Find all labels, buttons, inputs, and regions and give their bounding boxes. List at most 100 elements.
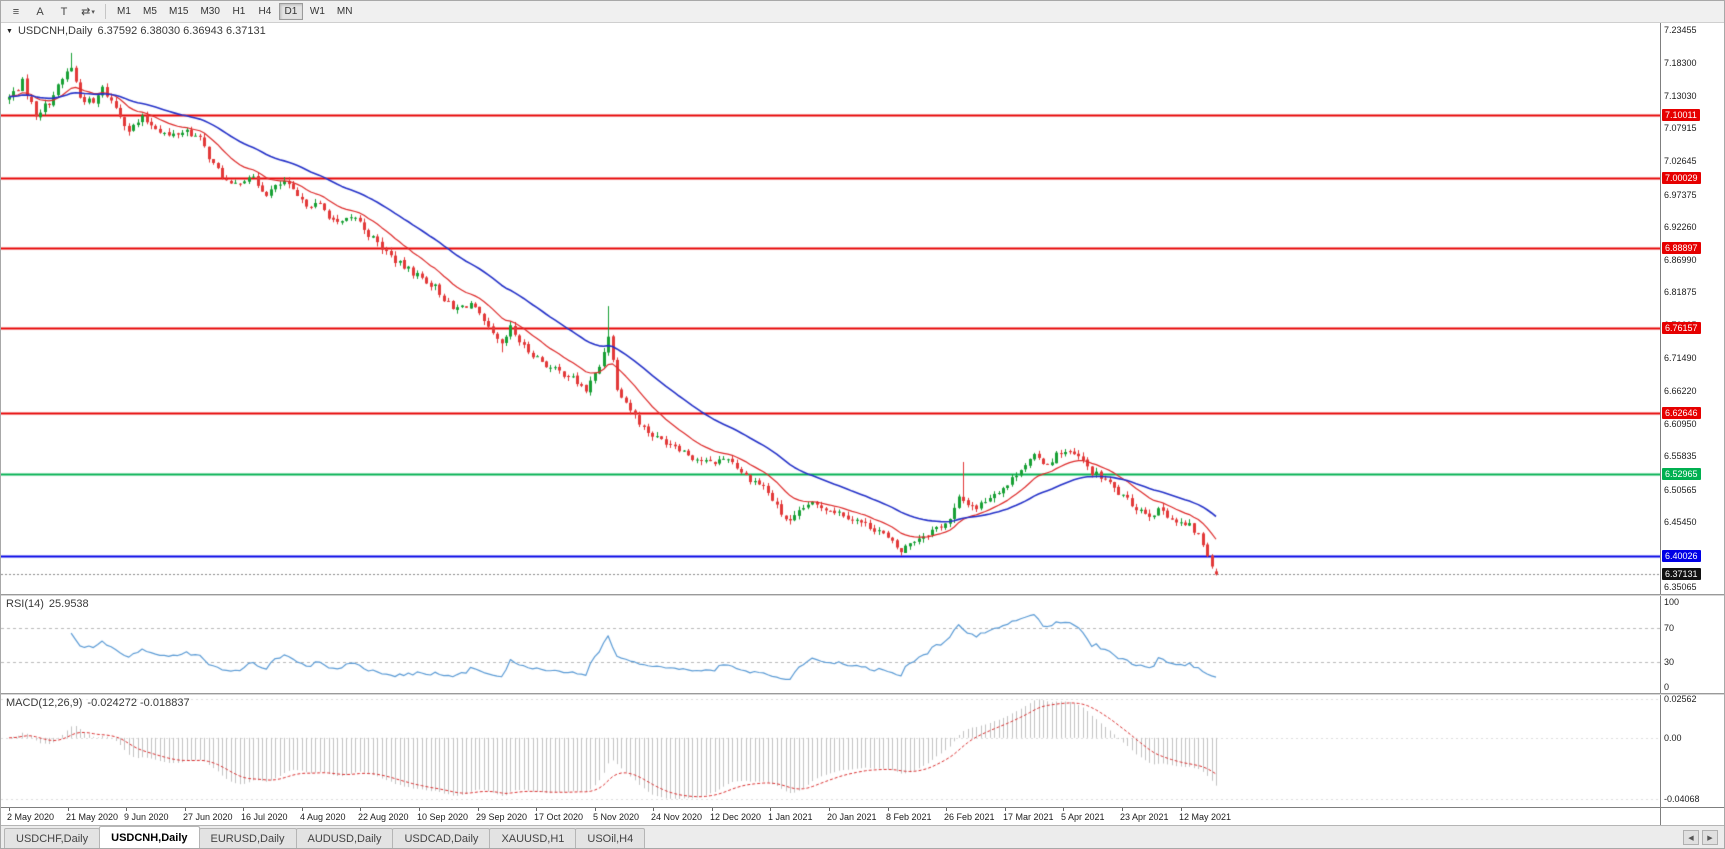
chart-window: ▼ USDCNH,Daily 6.37592 6.38030 6.36943 6… (1, 23, 1724, 825)
time-label: 21 May 2020 (66, 812, 119, 822)
tabs-scroll-right-button[interactable]: ▶ (1702, 830, 1718, 845)
collapse-icon[interactable]: ▼ (6, 27, 13, 35)
time-label: 16 Jul 2020 (241, 812, 288, 822)
time-label: 24 Nov 2020 (651, 812, 703, 822)
price-tick: 7.02645 (1664, 156, 1697, 167)
tab-nav: ◀ ▶ (1677, 830, 1724, 848)
time-tick-mark (1063, 808, 1064, 811)
timeframe-m30-button[interactable]: M30 (200, 6, 220, 17)
letter-t-icon[interactable]: T (60, 5, 68, 18)
time-tick-mark (946, 808, 947, 811)
rsi-canvas[interactable] (1, 596, 1660, 693)
caret-down-icon: ▾ (91, 8, 95, 16)
time-tick-mark (68, 808, 69, 811)
tab-usdcnh-daily[interactable]: USDCNH,Daily (99, 826, 200, 848)
time-tick-mark (9, 808, 10, 811)
line-price-label: 7.00029 (1662, 171, 1701, 184)
price-tick: 0.02562 (1664, 694, 1697, 705)
timeframe-w1-button[interactable]: W1 (309, 6, 325, 17)
time-tick-mark (478, 808, 479, 811)
time-label: 17 Mar 2021 (1003, 812, 1054, 822)
rsi-label: RSI(14) 25.9538 (6, 598, 89, 610)
time-tick-mark (185, 808, 186, 811)
price-tick: 7.07915 (1664, 123, 1697, 134)
price-tick: 70 (1664, 622, 1675, 633)
timeframe-h1-button[interactable]: H1 (232, 6, 246, 17)
pane-splitter-2[interactable] (1, 693, 1724, 695)
tab-usoil-h4[interactable]: USOil,H4 (575, 828, 646, 848)
price-tick: 100 (1664, 597, 1680, 607)
letter-a-icon[interactable]: A (36, 5, 44, 18)
price-tick: 0.00 (1664, 732, 1682, 743)
timeframe-mn-button[interactable]: MN (336, 6, 353, 17)
time-label: 8 Feb 2021 (886, 812, 932, 822)
price-tick: 6.97375 (1664, 189, 1697, 200)
macd-axis[interactable]: 0.02562 0.00 -0.04068 (1660, 694, 1724, 807)
tab-eurusd-daily[interactable]: EURUSD,Daily (198, 828, 297, 848)
timeframe-m15-button[interactable]: M15 (169, 6, 189, 17)
time-label: 20 Jan 2021 (827, 812, 877, 822)
time-tick-mark (536, 808, 537, 811)
rsi-value: 25.9538 (48, 598, 89, 610)
time-label: 1 Jan 2021 (768, 812, 813, 822)
macd-canvas[interactable] (1, 695, 1660, 807)
timeframe-d1-button[interactable]: D1 (278, 3, 303, 20)
timeframe-m1-button[interactable]: M1 (117, 6, 131, 17)
time-tick-mark (829, 808, 830, 811)
time-tick-mark (595, 808, 596, 811)
price-tick: 30 (1664, 656, 1675, 667)
time-label: 12 May 2021 (1179, 812, 1232, 822)
timeframe-group: M1 M5 M15 M30 H1 H4 D1 W1 MN (112, 3, 357, 20)
chart-title: ▼ USDCNH,Daily 6.37592 6.38030 6.36943 6… (6, 25, 266, 37)
price-tick: 7.13030 (1664, 90, 1697, 101)
main-chart-pane[interactable]: ▼ USDCNH,Daily 6.37592 6.38030 6.36943 6… (1, 23, 1660, 594)
time-tick-mark (770, 808, 771, 811)
chart-symbol-period: USDCNH,Daily (17, 25, 93, 37)
chart-ohlc: 6.37592 6.38030 6.36943 6.37131 (97, 25, 266, 37)
rsi-pane[interactable]: RSI(14) 25.9538 (1, 596, 1660, 693)
time-tick-mark (1181, 808, 1182, 811)
price-axis[interactable]: 7.23455 7.18300 7.13030 7.07915 7.02645 6.973… (1660, 23, 1724, 594)
time-axis[interactable]: 2 May 2020 21 May 2020 9 Jun 2020 27 Jun 20… (1, 808, 1660, 825)
time-label: 12 Dec 2020 (710, 812, 762, 822)
macd-pane[interactable]: MACD(12,26,9) -0.024272 -0.018837 (1, 695, 1660, 807)
time-label: 10 Sep 2020 (417, 812, 469, 822)
tab-xauusd-h1[interactable]: XAUUSD,H1 (489, 828, 577, 848)
price-tick: 6.71490 (1664, 352, 1697, 363)
price-tick: 6.45450 (1664, 516, 1697, 527)
timeframe-m5-button[interactable]: M5 (143, 6, 157, 17)
macd-name: MACD(12,26,9) (6, 697, 83, 709)
arrows-icon[interactable]: ⇄ ▾ (81, 6, 95, 18)
time-tick-mark (243, 808, 244, 811)
line-price-label: 6.88897 (1662, 242, 1701, 254)
timeframe-h4-button[interactable]: H4 (258, 6, 272, 17)
line-price-label: 6.62646 (1662, 407, 1701, 420)
tab-audusd-daily[interactable]: AUDUSD,Daily (295, 828, 394, 848)
time-tick-mark (712, 808, 713, 811)
time-label: 26 Feb 2021 (944, 812, 995, 822)
price-tick: 7.23455 (1664, 25, 1697, 36)
time-label: 4 Aug 2020 (300, 812, 346, 822)
macd-values: -0.024272 -0.018837 (87, 697, 190, 709)
time-tick-mark (1005, 808, 1006, 811)
line-price-label: 6.52965 (1662, 468, 1701, 481)
time-tick-mark (126, 808, 127, 811)
price-tick: 6.81875 (1664, 287, 1697, 298)
rsi-axis[interactable]: 100 70 30 0 (1660, 596, 1724, 693)
time-label: 23 Apr 2021 (1120, 812, 1169, 822)
line-price-label: 7.10011 (1662, 108, 1700, 121)
time-tick-mark (419, 808, 420, 811)
main-chart-canvas[interactable] (1, 23, 1660, 594)
time-label: 2 May 2020 (7, 812, 55, 822)
chart-tab-bar: USDCHF,Daily USDCNH,Daily EURUSD,Daily AUDU… (1, 825, 1724, 848)
time-label: 5 Apr 2021 (1061, 812, 1105, 822)
price-tick: 6.92260 (1664, 221, 1697, 232)
tab-usdchf-daily[interactable]: USDCHF,Daily (4, 828, 101, 848)
time-tick-mark (302, 808, 303, 811)
lines-icon[interactable]: ≡ (12, 5, 20, 18)
tab-usdcad-daily[interactable]: USDCAD,Daily (392, 828, 491, 848)
pane-splitter[interactable] (1, 594, 1724, 596)
price-tick: 6.60950 (1664, 419, 1697, 430)
time-tick-mark (888, 808, 889, 811)
tabs-scroll-left-button[interactable]: ◀ (1683, 830, 1699, 845)
